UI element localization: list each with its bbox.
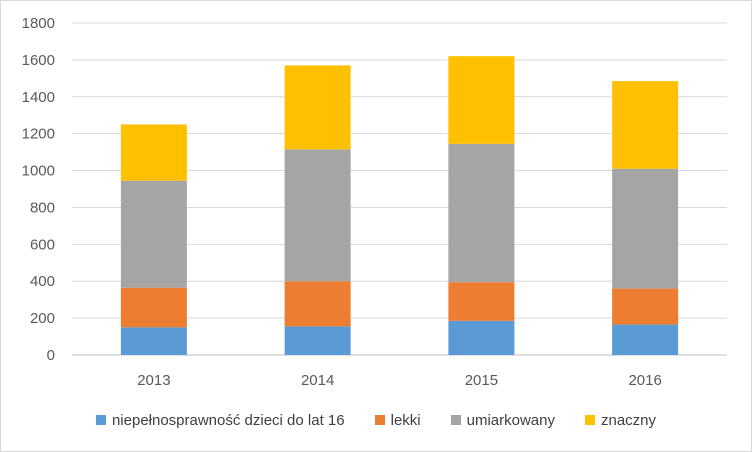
bar-segment (448, 320, 515, 355)
legend-label: niepełnosprawność dzieci do lat 16 (111, 411, 345, 429)
bar-segment (612, 81, 679, 169)
bar-segment (284, 149, 351, 282)
legend-swatch (585, 415, 595, 425)
y-tick-label: 1000 (22, 163, 55, 180)
y-axis-ticks: 0 200 400 600 800 1000 1200 1400 1600 1800 (22, 15, 55, 364)
bar-segment (284, 326, 351, 355)
legend-label: znaczny (601, 411, 657, 429)
y-tick-label: 800 (30, 199, 55, 216)
bar-segment (284, 281, 351, 327)
legend-item: umiarkowany (450, 411, 555, 429)
legend: niepełnosprawność dzieci do lat 16 lekki u… (0, 408, 752, 432)
y-tick-label: 1400 (22, 89, 55, 106)
bar-segment (612, 324, 679, 355)
x-tick-label: 2014 (301, 372, 334, 389)
y-tick-label: 1800 (22, 15, 55, 32)
bar-segment (120, 287, 187, 328)
y-tick-label: 200 (30, 310, 55, 327)
x-tick-label: 2015 (465, 372, 498, 389)
bar-segment (448, 282, 515, 321)
legend-swatch (95, 415, 106, 425)
legend-swatch (374, 415, 385, 425)
legend-swatch (450, 415, 461, 425)
y-tick-label: 0 (47, 347, 55, 364)
bar-segment (448, 56, 515, 144)
bar-segment (120, 180, 187, 288)
legend-item: lekki (374, 411, 421, 429)
bar-segment (448, 143, 515, 283)
legend-item: znaczny (585, 412, 656, 429)
legend-item: niepełnosprawność dzieci do lat 16 (95, 411, 345, 429)
y-tick-label: 1600 (22, 52, 55, 69)
bar-segment (612, 288, 679, 325)
x-tick-label: 2013 (137, 372, 170, 389)
legend-label: lekki (390, 411, 421, 429)
bars (120, 56, 679, 355)
bar-segment (120, 124, 187, 181)
x-tick-label: 2016 (628, 372, 661, 389)
y-tick-label: 400 (30, 273, 55, 290)
y-tick-label: 1200 (22, 126, 55, 143)
legend-label: umiarkowany (466, 411, 555, 429)
bar-segment (284, 65, 351, 150)
y-tick-label: 600 (30, 236, 55, 253)
bar-segment (120, 327, 187, 355)
x-axis-ticks: 2013 2014 2015 2016 (137, 372, 662, 389)
bar-segment (612, 168, 679, 289)
